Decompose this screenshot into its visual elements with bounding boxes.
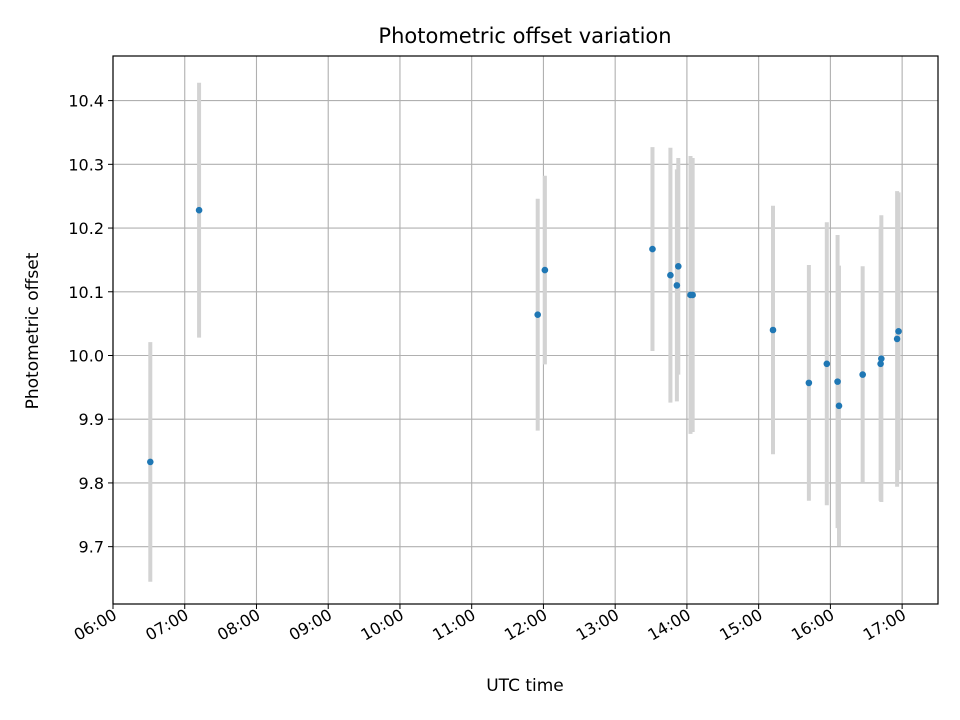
- chart-title: Photometric offset variation: [378, 24, 671, 48]
- data-point: [895, 327, 902, 335]
- data-point: [859, 371, 866, 378]
- data-point: [534, 311, 541, 319]
- y-tick-label: 9.9: [79, 410, 104, 429]
- data-point: [769, 326, 777, 334]
- data-point: [667, 271, 674, 279]
- y-tick-label: 10.2: [68, 219, 104, 238]
- y-tick-label: 10.0: [68, 346, 104, 365]
- x-axis-label: UTC time: [486, 676, 564, 696]
- data-point: [834, 378, 841, 385]
- data-points: [147, 206, 902, 466]
- data-point: [835, 402, 843, 410]
- y-tick-label: 9.7: [79, 538, 104, 557]
- data-point: [877, 360, 884, 368]
- data-point: [689, 291, 696, 299]
- data-point: [147, 458, 154, 466]
- data-point: [673, 282, 681, 289]
- data-point: [823, 360, 831, 368]
- data-point: [893, 335, 901, 343]
- data-point: [195, 206, 203, 214]
- y-axis-ticks: 9.7 9.8 9.9 10.0 10.1 10.2 10.3 10.4: [68, 92, 113, 557]
- y-tick-label: 10.1: [68, 283, 104, 302]
- y-tick-label: 10.3: [68, 155, 104, 174]
- y-axis-label: Photometric offset: [23, 252, 43, 409]
- data-point: [541, 266, 549, 274]
- plot-frame: [112, 55, 939, 605]
- data-point: [878, 355, 885, 362]
- y-tick-label: 10.4: [68, 92, 104, 111]
- data-point: [805, 379, 813, 387]
- y-tick-label: 9.8: [79, 474, 104, 493]
- data-point: [675, 262, 682, 270]
- grid: [112, 56, 938, 604]
- data-point: [649, 245, 656, 253]
